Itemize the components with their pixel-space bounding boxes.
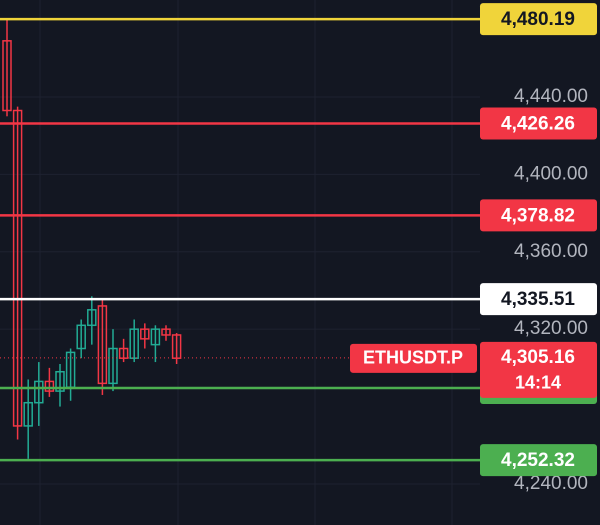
level-label: 4,426.26 xyxy=(501,114,575,135)
level-label-box xyxy=(480,444,597,477)
candle-body xyxy=(34,380,44,404)
countdown-label: 14:14 xyxy=(515,373,561,393)
y-tick-label: 4,440.00 xyxy=(514,86,588,107)
candle-body xyxy=(129,328,139,359)
y-tick-label: 4,240.00 xyxy=(514,473,588,494)
candle-body xyxy=(118,347,129,359)
candle-body xyxy=(44,380,55,392)
level-label-box xyxy=(480,3,597,36)
candle-body xyxy=(76,324,86,350)
current-price-box xyxy=(480,341,597,398)
candle-body xyxy=(12,109,23,427)
level-label: 4,378.82 xyxy=(501,205,575,226)
y-tick-label: 4,360.00 xyxy=(514,241,588,262)
candle-body xyxy=(108,347,118,385)
candle-body xyxy=(97,305,108,385)
symbol-label: ETHUSDT.P xyxy=(363,348,463,368)
candle-body xyxy=(2,40,12,112)
symbol-box xyxy=(350,343,477,373)
level-label-box xyxy=(480,283,597,316)
candle-body xyxy=(161,328,171,336)
candle-body xyxy=(23,401,33,427)
candle-body xyxy=(87,309,97,327)
candle-body xyxy=(140,328,150,340)
y-tick-label: 4,400.00 xyxy=(514,163,588,184)
y-tick-label: 4,320.00 xyxy=(514,318,588,339)
vertical-grid xyxy=(39,0,453,525)
level-label-box xyxy=(480,199,597,232)
level-label: 4,252.32 xyxy=(501,450,575,471)
candle-body xyxy=(150,328,161,346)
level-label-box xyxy=(480,107,597,140)
level-label: 4,480.19 xyxy=(501,9,575,30)
level-label: 4,335.51 xyxy=(501,289,575,310)
candle-body xyxy=(55,370,65,392)
current-price-label: 4,305.16 xyxy=(501,347,575,368)
